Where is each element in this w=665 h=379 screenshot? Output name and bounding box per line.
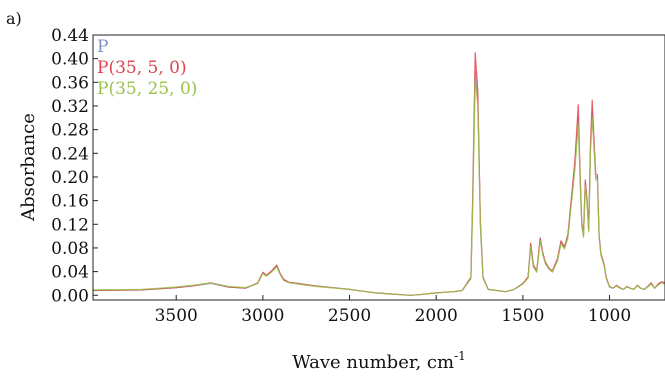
y-tick-label: 0.04 (51, 263, 89, 283)
y-tick-label: 0.08 (51, 239, 89, 259)
x-tick-label: 3500 (155, 306, 198, 326)
y-tick-label: 0.28 (51, 121, 89, 141)
panel-label: a) (6, 9, 22, 28)
y-tick-label: 0.12 (51, 215, 89, 235)
x-axis-label-unit-exponent: -1 (454, 349, 466, 363)
legend-entry-3: P(35, 25, 0) (97, 79, 197, 99)
legend: PP(35, 5, 0)P(35, 25, 0) (97, 37, 197, 99)
legend-entry-1: P (97, 37, 108, 57)
y-tick-label: 0.32 (51, 97, 89, 117)
y-axis-ticks: 0.00 0.04 0.08 0.12 0.16 0.20 0.24 0.28 0.32 0.36… (51, 26, 98, 306)
y-tick-label: 0.40 (51, 50, 89, 70)
y-tick-label: 0.44 (51, 26, 89, 46)
x-axis-label: Wave number, cm-1 (292, 349, 466, 373)
x-axis-label-text: Wave number, cm (292, 352, 454, 373)
x-tick-label: 2000 (415, 306, 458, 326)
legend-entry-2: P(35, 5, 0) (97, 58, 187, 78)
y-tick-label: 0.20 (51, 168, 89, 188)
spectrum-series (92, 52, 665, 296)
x-axis-ticks: 3500 3000 2500 2000 1500 1000 (155, 295, 631, 326)
y-tick-label: 0.36 (51, 73, 89, 93)
series-line-1 (92, 69, 665, 296)
y-tick-label: 0.16 (51, 192, 89, 212)
y-tick-label: 0.00 (51, 286, 89, 306)
plot-frame (92, 34, 665, 301)
y-tick-label: 0.24 (51, 144, 89, 164)
x-tick-label: 3000 (241, 306, 284, 326)
series-line-3 (92, 78, 665, 296)
x-tick-label: 1000 (588, 306, 631, 326)
y-axis-label: Absorbance (18, 113, 39, 222)
x-tick-label: 2500 (328, 306, 371, 326)
x-tick-label: 1500 (501, 306, 544, 326)
